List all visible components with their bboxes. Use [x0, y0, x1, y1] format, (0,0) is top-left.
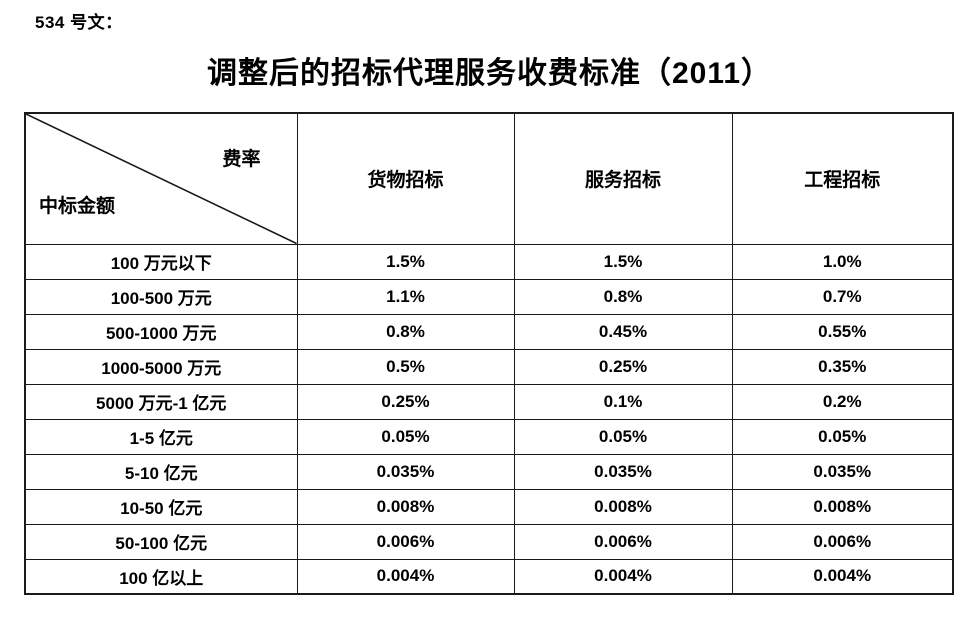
rate-cell-services: 0.45%	[513, 313, 733, 350]
page-title: 调整后的招标代理服务收费标准（2011）	[206, 57, 773, 90]
fee-table-body: 费率 中标金额 货物招标 服务招标 工程招标 100 万元以下 1.5% 1.5…	[24, 112, 954, 595]
rate-cell-goods: 0.006%	[296, 523, 515, 560]
table-row: 10-50 亿元 0.008% 0.008% 0.008%	[24, 488, 954, 525]
rate-cell-goods: 1.5%	[296, 243, 515, 280]
amount-range-cell: 5-10 亿元	[24, 453, 298, 490]
rate-cell-works: 0.55%	[731, 313, 954, 350]
rate-cell-goods: 0.035%	[296, 453, 515, 490]
amount-range-cell: 5000 万元-1 亿元	[24, 383, 298, 420]
rate-cell-services: 0.006%	[513, 523, 733, 560]
table-row: 50-100 亿元 0.006% 0.006% 0.006%	[24, 523, 954, 560]
rate-cell-goods: 0.008%	[296, 488, 515, 525]
amount-range-cell: 1000-5000 万元	[24, 348, 298, 385]
rate-cell-works: 0.7%	[731, 278, 954, 315]
amount-range-cell: 50-100 亿元	[24, 523, 298, 560]
rate-cell-works: 0.004%	[731, 558, 954, 595]
rate-cell-goods: 0.5%	[296, 348, 515, 385]
amount-range-cell: 100 亿以上	[24, 558, 298, 595]
doc-number-label: 534 号文：	[35, 13, 123, 32]
table-header-row: 费率 中标金额 货物招标 服务招标 工程招标	[24, 112, 954, 245]
table-row: 100-500 万元 1.1% 0.8% 0.7%	[24, 278, 954, 315]
column-header-goods: 货物招标	[296, 112, 515, 245]
rate-cell-services: 0.8%	[513, 278, 733, 315]
rate-cell-works: 0.05%	[731, 418, 954, 455]
amount-range-cell: 1-5 亿元	[24, 418, 298, 455]
rate-cell-services: 0.25%	[513, 348, 733, 385]
rate-cell-works: 1.0%	[731, 243, 954, 280]
rate-cell-goods: 0.8%	[296, 313, 515, 350]
rate-cell-services: 0.008%	[513, 488, 733, 525]
column-header-services: 服务招标	[513, 112, 733, 245]
diagonal-line	[26, 114, 297, 244]
table-row: 100 万元以下 1.5% 1.5% 1.0%	[24, 243, 954, 280]
diagonal-corner-cell: 费率 中标金额	[24, 112, 298, 245]
rate-cell-goods: 1.1%	[296, 278, 515, 315]
rate-cell-services: 1.5%	[513, 243, 733, 280]
amount-range-cell: 100-500 万元	[24, 278, 298, 315]
rate-cell-services: 0.004%	[513, 558, 733, 595]
rate-cell-works: 0.2%	[731, 383, 954, 420]
table-row: 500-1000 万元 0.8% 0.45% 0.55%	[24, 313, 954, 350]
corner-label-rate: 费率	[222, 149, 261, 170]
rate-cell-works: 0.035%	[731, 453, 954, 490]
amount-range-cell: 100 万元以下	[24, 243, 298, 280]
rate-cell-services: 0.035%	[513, 453, 733, 490]
rate-cell-goods: 0.25%	[296, 383, 515, 420]
rate-cell-services: 0.05%	[513, 418, 733, 455]
table-row: 100 亿以上 0.004% 0.004% 0.004%	[24, 558, 954, 595]
rate-cell-works: 0.006%	[731, 523, 954, 560]
table-row: 5-10 亿元 0.035% 0.035% 0.035%	[24, 453, 954, 490]
column-header-works: 工程招标	[731, 112, 954, 245]
amount-range-cell: 500-1000 万元	[24, 313, 298, 350]
rate-cell-works: 0.35%	[731, 348, 954, 385]
amount-range-cell: 10-50 亿元	[24, 488, 298, 525]
rate-cell-goods: 0.004%	[296, 558, 515, 595]
table-row: 1-5 亿元 0.05% 0.05% 0.05%	[24, 418, 954, 455]
table-row: 1000-5000 万元 0.5% 0.25% 0.35%	[24, 348, 954, 385]
table-row: 5000 万元-1 亿元 0.25% 0.1% 0.2%	[24, 383, 954, 420]
rate-cell-services: 0.1%	[513, 383, 733, 420]
rate-cell-works: 0.008%	[731, 488, 954, 525]
corner-label-amount: 中标金额	[39, 195, 116, 217]
rate-cell-goods: 0.05%	[296, 418, 515, 455]
fee-table: 费率 中标金额 货物招标 服务招标 工程招标 100 万元以下 1.5% 1.5…	[24, 112, 954, 595]
